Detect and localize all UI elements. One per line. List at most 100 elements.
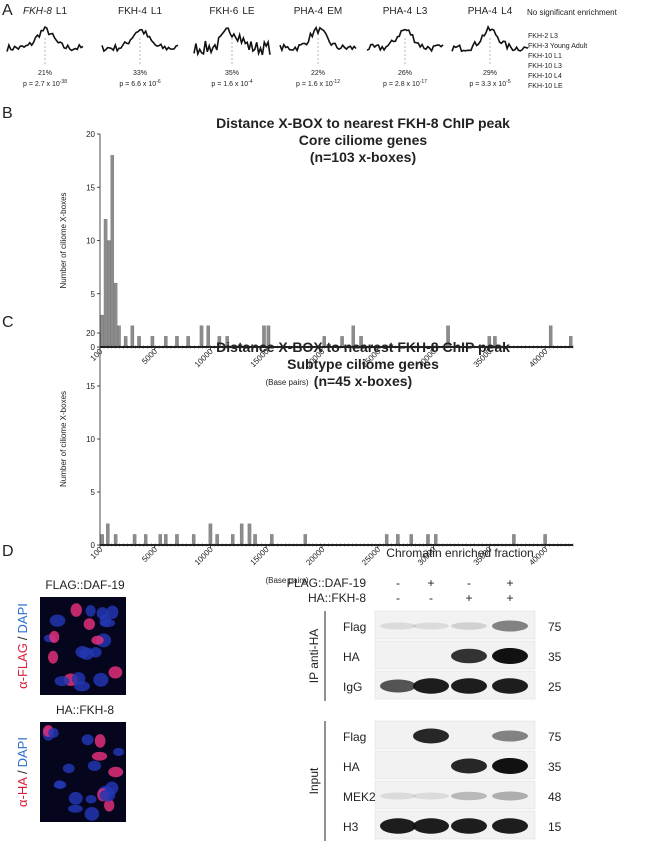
image-title: HA::FKH-8 xyxy=(56,703,114,717)
nucleus-stained xyxy=(108,666,123,679)
track-stage: LE xyxy=(242,6,255,17)
no-enrichment-item: FKH-10 L3 xyxy=(528,63,562,70)
bar xyxy=(191,534,196,546)
track-name: PHA-4 xyxy=(294,6,324,17)
y-tick-label: 5 xyxy=(91,290,96,299)
x-tick-label: 10000 xyxy=(193,347,215,369)
bar xyxy=(164,336,168,348)
condition-sign: + xyxy=(465,591,472,605)
overlap-percent: 35% xyxy=(225,70,239,77)
track-stage: L1 xyxy=(56,6,68,17)
p-value-base: p = 1.6 x 10 xyxy=(211,81,248,88)
chart-subtitle: Subtype ciliome genes xyxy=(287,356,439,372)
p-value-exponent: -4 xyxy=(248,79,253,85)
blot-band xyxy=(413,818,449,834)
panel-letter: C xyxy=(2,314,14,331)
track-label: FKH-8 L1 xyxy=(23,6,67,17)
separator: / xyxy=(15,770,30,774)
bar xyxy=(384,534,389,546)
blot-band xyxy=(451,791,487,801)
row-label: Flag xyxy=(343,620,366,634)
stain-label: α-FLAG / DAPI xyxy=(15,603,30,689)
blot-band xyxy=(380,792,416,800)
p-value: p = 3.3 x 10-5 xyxy=(469,79,510,88)
bar xyxy=(215,534,219,546)
nucleus-stained xyxy=(83,618,95,630)
bar xyxy=(208,523,213,546)
bar xyxy=(137,336,141,348)
nucleus-stained xyxy=(91,635,104,645)
y-axis-label: Number of ciliome X-boxes xyxy=(59,192,68,288)
nucleus xyxy=(85,604,96,617)
track-stage: L3 xyxy=(416,6,428,17)
blot-strip xyxy=(374,780,536,810)
nucleus xyxy=(96,607,109,620)
bar xyxy=(270,534,274,546)
bar xyxy=(548,325,553,348)
bar xyxy=(396,534,400,546)
nucleus xyxy=(81,734,94,746)
bar xyxy=(113,534,118,546)
row-label: H3 xyxy=(343,820,359,834)
bar xyxy=(100,534,104,546)
overlap-percent: 21% xyxy=(38,70,52,77)
blot-band xyxy=(451,622,487,630)
molecular-weight: 75 xyxy=(548,620,562,634)
bar xyxy=(117,325,121,348)
x-tick-label: 15000 xyxy=(249,545,271,567)
y-tick-label: 15 xyxy=(86,382,95,391)
blot-band xyxy=(413,792,449,800)
y-tick-label: 0 xyxy=(91,343,96,352)
image-title: FLAG::DAF-19 xyxy=(45,578,125,592)
blot-band xyxy=(380,622,416,630)
blot-band xyxy=(451,758,487,774)
x-tick-label: 25000 xyxy=(360,545,382,567)
x-axis-label: (Base pairs) xyxy=(265,378,308,387)
blot-band xyxy=(492,678,528,694)
nucleus xyxy=(113,747,125,757)
bar xyxy=(107,240,111,348)
bar xyxy=(132,534,137,546)
blot-band xyxy=(413,678,449,694)
blot-band xyxy=(413,622,449,630)
x-tick-label: 5000 xyxy=(140,545,159,564)
bar xyxy=(110,155,115,348)
nucleus xyxy=(67,804,83,813)
bar xyxy=(239,523,244,546)
y-axis-label: Number of ciliome X-boxes xyxy=(59,391,68,487)
p-value-base: p = 1.6 x 10 xyxy=(296,81,333,88)
panel-letter: A xyxy=(2,2,13,19)
track-name: FKH-4 xyxy=(118,6,147,17)
blot-title: Chromatin enriched fraction xyxy=(386,546,533,560)
track-name: FKH-6 xyxy=(209,6,238,17)
p-value-exponent: -38 xyxy=(60,79,67,85)
chart-note: (n=103 x-boxes) xyxy=(310,149,416,165)
bar xyxy=(113,282,118,348)
bar xyxy=(543,534,547,546)
p-value: p = 1.6 x 10-4 xyxy=(211,79,252,88)
p-value-base: p = 3.3 x 10 xyxy=(469,81,506,88)
profile-trace xyxy=(451,25,529,53)
row-label: MEK2 xyxy=(343,790,376,804)
track-label: PHA-4 EM xyxy=(294,6,342,17)
p-value: p = 2.8 x 10-17 xyxy=(383,79,427,88)
condition-sign: + xyxy=(506,576,513,590)
chart-subtitle: Core ciliome genes xyxy=(299,132,428,148)
profile-trace xyxy=(6,25,84,52)
y-tick-label: 0 xyxy=(91,541,96,550)
nucleus xyxy=(48,727,59,739)
nucleus xyxy=(87,760,102,771)
no-enrichment-item: FKH-10 L4 xyxy=(528,73,562,80)
panel-letter: B xyxy=(2,105,13,122)
nucleus xyxy=(99,789,116,802)
condition-sign: + xyxy=(506,591,513,605)
nucleus xyxy=(49,614,66,627)
condition-sign: - xyxy=(396,576,400,590)
nucleus xyxy=(79,647,95,660)
blot-band xyxy=(492,648,528,664)
nucleus-stained xyxy=(91,751,108,761)
bar xyxy=(158,534,162,546)
bar xyxy=(512,534,516,546)
counterstain: DAPI xyxy=(15,603,30,633)
y-tick-label: 15 xyxy=(86,183,95,192)
